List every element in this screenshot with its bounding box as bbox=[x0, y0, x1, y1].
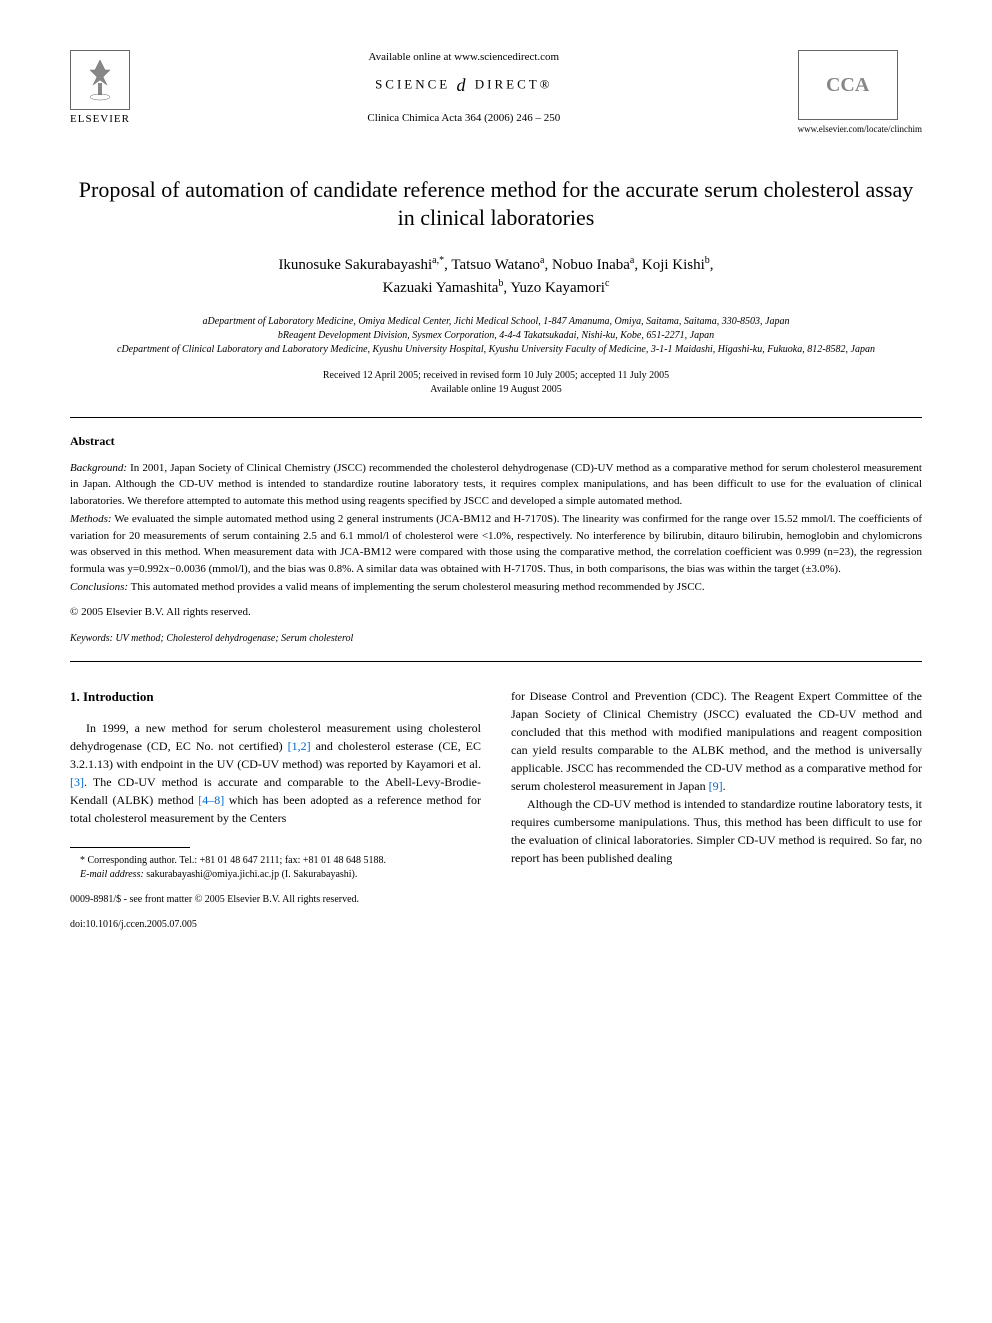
intro-paragraph-1-right: for Disease Control and Prevention (CDC)… bbox=[511, 687, 922, 795]
author-1: Ikunosuke Sakurabayashi bbox=[278, 257, 432, 273]
abstract-background: Background: In 2001, Japan Society of Cl… bbox=[70, 460, 922, 510]
divider-top bbox=[70, 417, 922, 418]
ref-link-3[interactable]: [3] bbox=[70, 775, 84, 789]
doi-line: doi:10.1016/j.ccen.2005.07.005 bbox=[70, 917, 481, 932]
center-header: Available online at www.sciencedirect.co… bbox=[130, 50, 798, 126]
ref-link-1-2[interactable]: [1,2] bbox=[288, 739, 311, 753]
article-dates: Received 12 April 2005; received in revi… bbox=[70, 369, 922, 397]
keywords: Keywords: UV method; Cholesterol dehydro… bbox=[70, 632, 922, 646]
email-address: sakurabayashi@omiya.jichi.ac.jp (I. Saku… bbox=[144, 869, 358, 880]
abstract-heading: Abstract bbox=[70, 433, 922, 450]
email-note: E-mail address: sakurabayashi@omiya.jich… bbox=[70, 868, 481, 882]
author-2: Tatsuo Watano bbox=[451, 257, 540, 273]
column-right: for Disease Control and Prevention (CDC)… bbox=[511, 687, 922, 932]
ref-link-9[interactable]: [9] bbox=[709, 779, 723, 793]
front-matter-line: 0009-8981/$ - see front matter © 2005 El… bbox=[70, 892, 481, 907]
article-title: Proposal of automation of candidate refe… bbox=[70, 176, 922, 233]
affiliation-c: cDepartment of Clinical Laboratory and L… bbox=[70, 343, 922, 357]
column-left: 1. Introduction In 1999, a new method fo… bbox=[70, 687, 481, 932]
author-1-sup: a,* bbox=[432, 255, 444, 266]
cca-logo-icon: CCA bbox=[798, 50, 898, 120]
abstract-body: Background: In 2001, Japan Society of Cl… bbox=[70, 460, 922, 621]
author-5: Kazuaki Yamashita bbox=[383, 280, 499, 296]
introduction-heading: 1. Introduction bbox=[70, 687, 481, 707]
ref-link-4-8[interactable]: [4–8] bbox=[198, 793, 224, 807]
science-direct-logo: SCIENCE d DIRECT® bbox=[150, 73, 778, 98]
footnote-separator bbox=[70, 847, 190, 848]
body-columns: 1. Introduction In 1999, a new method fo… bbox=[70, 687, 922, 932]
affiliations: aDepartment of Laboratory Medicine, Omiy… bbox=[70, 315, 922, 357]
available-online-text: Available online at www.sciencedirect.co… bbox=[150, 50, 778, 65]
locate-url: www.elsevier.com/locate/clinchim bbox=[798, 123, 922, 136]
received-date: Received 12 April 2005; received in revi… bbox=[70, 369, 922, 383]
science-direct-suffix: DIRECT® bbox=[475, 77, 553, 92]
intro-paragraph-1-left: In 1999, a new method for serum choleste… bbox=[70, 719, 481, 827]
author-2-sup: a bbox=[540, 255, 544, 266]
author-6: Yuzo Kayamori bbox=[510, 280, 605, 296]
science-direct-prefix: SCIENCE bbox=[375, 77, 450, 92]
author-3-sup: a bbox=[630, 255, 634, 266]
author-4-sup: b bbox=[705, 255, 710, 266]
methods-label: Methods: bbox=[70, 513, 112, 525]
corresponding-author-note: * Corresponding author. Tel.: +81 01 48 … bbox=[70, 854, 481, 868]
intro-paragraph-2-right: Although the CD-UV method is intended to… bbox=[511, 795, 922, 867]
abstract-methods: Methods: We evaluated the simple automat… bbox=[70, 511, 922, 577]
background-label: Background: bbox=[70, 462, 127, 474]
elsevier-tree-icon bbox=[70, 50, 130, 110]
footnotes: * Corresponding author. Tel.: +81 01 48 … bbox=[70, 854, 481, 882]
journal-reference: Clinica Chimica Acta 364 (2006) 246 – 25… bbox=[150, 111, 778, 126]
journal-logo-block: CCA www.elsevier.com/locate/clinchim bbox=[798, 50, 922, 136]
abstract-copyright: © 2005 Elsevier B.V. All rights reserved… bbox=[70, 604, 922, 621]
abstract-conclusions: Conclusions: This automated method provi… bbox=[70, 579, 922, 596]
affiliation-a: aDepartment of Laboratory Medicine, Omiy… bbox=[70, 315, 922, 329]
science-direct-d-icon: d bbox=[456, 75, 468, 95]
author-3: Nobuo Inaba bbox=[552, 257, 630, 273]
conclusions-text: This automated method provides a valid m… bbox=[128, 581, 705, 593]
methods-text: We evaluated the simple automated method… bbox=[70, 513, 922, 575]
authors: Ikunosuke Sakurabayashia,*, Tatsuo Watan… bbox=[70, 253, 922, 300]
conclusions-label: Conclusions: bbox=[70, 581, 128, 593]
elsevier-logo: ELSEVIER bbox=[70, 50, 130, 127]
affiliation-b: bReagent Development Division, Sysmex Co… bbox=[70, 329, 922, 343]
author-4: Koji Kishi bbox=[642, 257, 705, 273]
author-5-sup: b bbox=[498, 278, 503, 289]
author-6-sup: c bbox=[605, 278, 609, 289]
online-date: Available online 19 August 2005 bbox=[70, 383, 922, 397]
divider-bottom bbox=[70, 661, 922, 662]
email-label: E-mail address: bbox=[80, 869, 144, 880]
background-text: In 2001, Japan Society of Clinical Chemi… bbox=[70, 462, 922, 507]
elsevier-text: ELSEVIER bbox=[70, 112, 130, 127]
page-header: ELSEVIER Available online at www.science… bbox=[70, 50, 922, 136]
